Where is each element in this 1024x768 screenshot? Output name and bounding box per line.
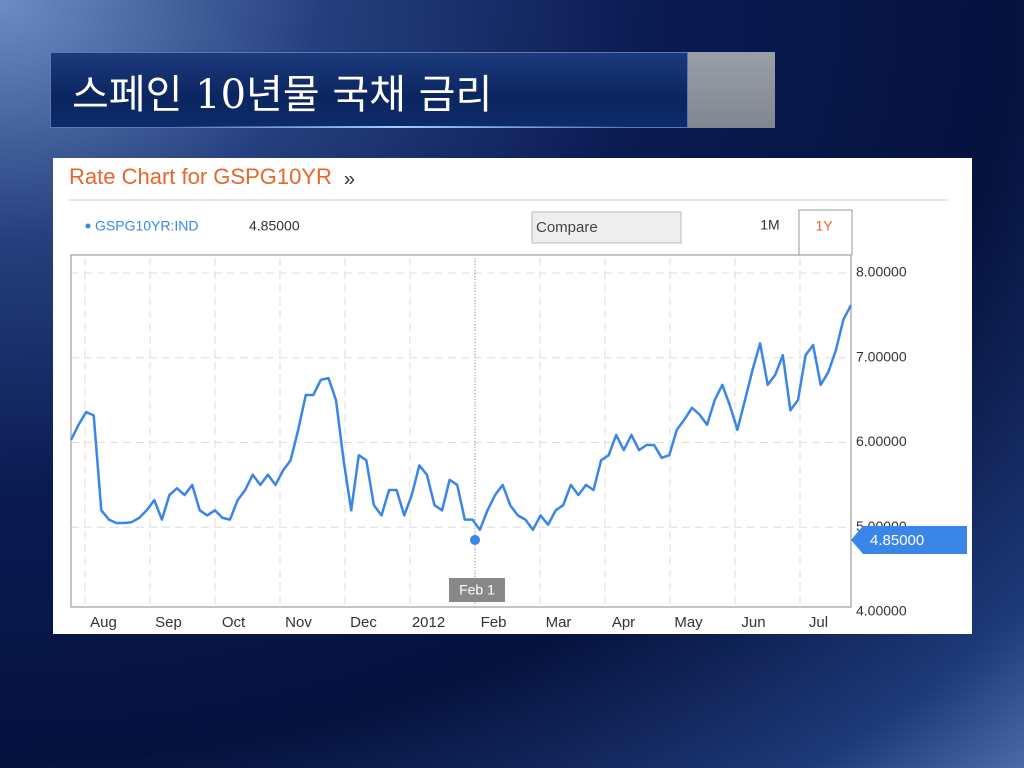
compare-box[interactable] — [531, 211, 682, 244]
current-label: 4.85000 — [870, 532, 924, 549]
slide-title: 스페인 10년물 국채 금리 — [72, 72, 493, 118]
y-tick-label: 7.00000 — [856, 348, 907, 364]
range-button[interactable]: 1M — [760, 217, 779, 233]
legend-value: 4.85000 — [249, 218, 300, 234]
x-tick-label: Feb — [481, 614, 507, 631]
y-tick-label: 6.00000 — [856, 433, 907, 449]
chart-title: Rate Chart for GSPG10YR — [69, 164, 332, 189]
x-tick-label: Aug — [90, 614, 117, 631]
chart: Rate Chart for GSPG10YR GSPG10YR:IND 4.8… — [53, 158, 972, 634]
compare-label[interactable]: Compare — [536, 219, 598, 236]
x-tick-label: Mar — [546, 614, 572, 631]
legend-name: GSPG10YR:IND — [95, 218, 198, 234]
title-accent — [688, 52, 775, 128]
legend-dot — [85, 223, 91, 229]
title-suffix: » — [344, 168, 355, 190]
x-tick-label: Dec — [350, 614, 377, 631]
x-tick-label: May — [674, 614, 703, 631]
x-tick-label: Jul — [809, 614, 828, 631]
y-tick-label: 4.00000 — [856, 603, 907, 619]
x-tick-label: Apr — [612, 614, 635, 631]
hover-label: Feb 1 — [459, 582, 495, 598]
x-tick-label: Sep — [155, 614, 182, 631]
x-tick-label: Oct — [222, 614, 246, 631]
x-tick-label: Nov — [285, 614, 312, 631]
x-tick-label: Jun — [741, 614, 765, 631]
current-callout — [851, 525, 967, 554]
range-tab — [798, 209, 853, 255]
y-tick-label: 8.00000 — [856, 264, 907, 280]
line — [69, 304, 853, 532]
range-button[interactable]: 1Y — [815, 218, 833, 234]
title-bar — [50, 52, 688, 128]
plot-frame — [70, 254, 852, 608]
hover-label-box — [449, 578, 505, 602]
x-tick-label: 2012 — [412, 614, 445, 631]
hover-point — [470, 534, 480, 545]
